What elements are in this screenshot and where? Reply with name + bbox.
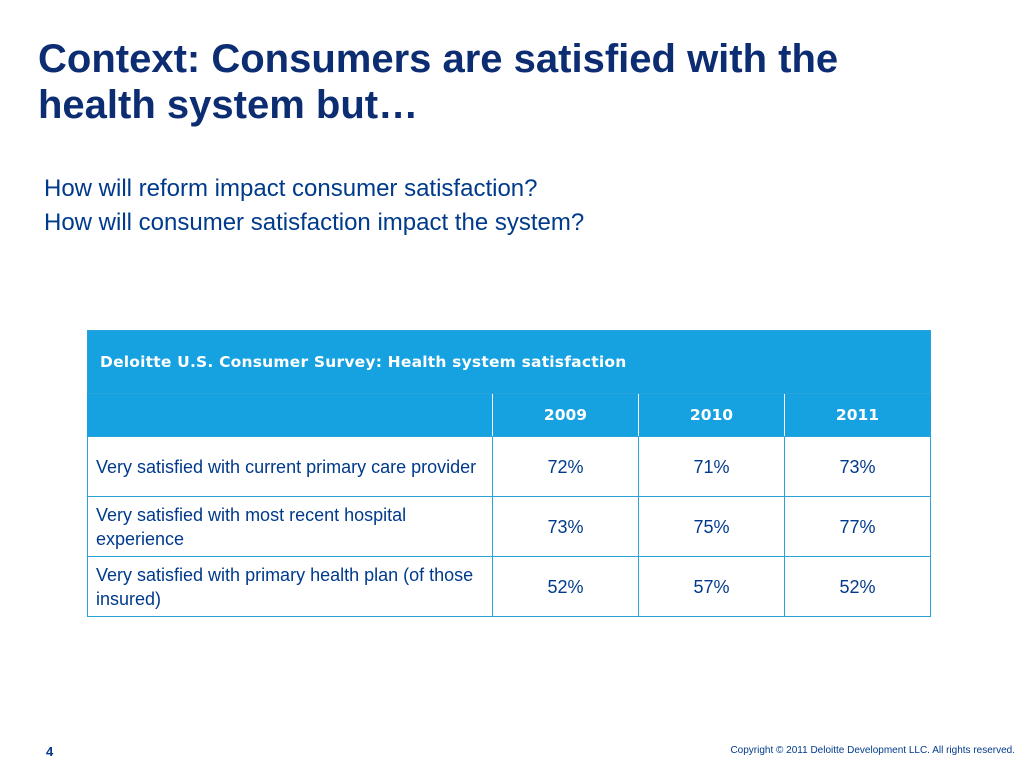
question-reform-impact: How will reform impact consumer satisfac…: [44, 175, 538, 202]
table-caption-row: Deloitte U.S. Consumer Survey: Health sy…: [87, 330, 931, 394]
slide-title: Context: Consumers are satisfied with th…: [38, 36, 998, 128]
row-label: Very satisfied with most recent hospital…: [87, 496, 493, 557]
question-system-impact: How will consumer satisfaction impact th…: [44, 209, 585, 236]
value-2011: 52%: [784, 556, 931, 617]
table-header-row: 2009 2010 2011: [87, 393, 931, 437]
value-2009: 73%: [492, 496, 639, 557]
value-2011: 73%: [784, 436, 931, 497]
table-caption: Deloitte U.S. Consumer Survey: Health sy…: [87, 330, 931, 394]
value-2010: 71%: [638, 436, 785, 497]
column-header-2010: 2010: [638, 393, 785, 437]
value-2010: 57%: [638, 556, 785, 617]
table-row-primary-care: Very satisfied with current primary care…: [87, 436, 931, 497]
column-header-2009: 2009: [492, 393, 639, 437]
copyright-notice: Copyright © 2011 Deloitte Development LL…: [730, 745, 1015, 756]
satisfaction-table: Deloitte U.S. Consumer Survey: Health sy…: [87, 330, 931, 617]
value-2009: 52%: [492, 556, 639, 617]
table-row-hospital: Very satisfied with most recent hospital…: [87, 496, 931, 557]
column-header-label: [87, 393, 493, 437]
row-label: Very satisfied with primary health plan …: [87, 556, 493, 617]
page-number: 4: [46, 744, 54, 759]
column-header-2011: 2011: [784, 393, 931, 437]
slide-title-line-1: Context: Consumers are satisfied with th…: [38, 37, 839, 81]
table-row-health-plan: Very satisfied with primary health plan …: [87, 556, 931, 617]
slide-title-line-2: health system but…: [38, 83, 419, 127]
row-label: Very satisfied with current primary care…: [87, 436, 493, 497]
value-2011: 77%: [784, 496, 931, 557]
question-list: How will reform impact consumer satisfac…: [44, 172, 944, 240]
value-2009: 72%: [492, 436, 639, 497]
value-2010: 75%: [638, 496, 785, 557]
